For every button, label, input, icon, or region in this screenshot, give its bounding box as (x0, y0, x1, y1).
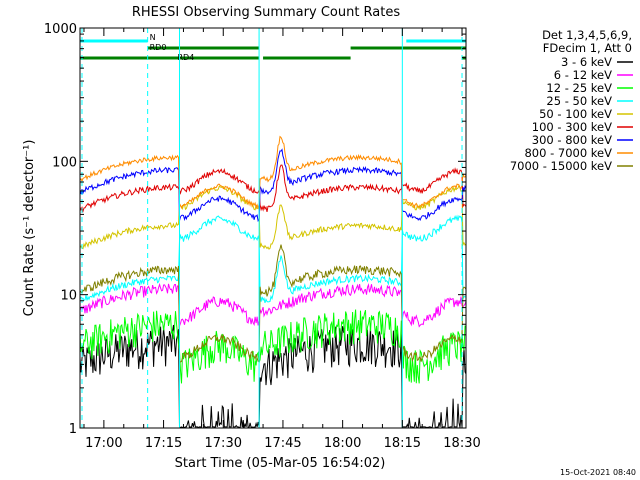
y-tick-label-1: 10 (60, 289, 77, 304)
x-axis-label: Start Time (05-Mar-05 16:54:02) (175, 456, 386, 471)
legend-label-3: 25 - 50 keV (546, 94, 612, 108)
legend-label-0: 3 - 6 keV (561, 55, 612, 69)
series-line-4 (79, 183, 467, 250)
flag-label-1: RD0 (150, 43, 167, 52)
x-tick-label-1: 17:15 (145, 436, 182, 451)
axis-layer: 1 10 100 1000 17:00 17:15 17:30 17:45 18:00 18:15… (44, 22, 481, 451)
legend-header-line-1: Det 1,3,4,5,6,9, (542, 28, 632, 42)
y-axis-label: Count Rate (s⁻¹ detector⁻¹) (22, 140, 37, 317)
legend-label-1: 6 - 12 keV (554, 68, 612, 82)
x-tick-label-0: 17:00 (85, 436, 122, 451)
legend-label-7: 800 - 7000 keV (524, 146, 612, 160)
legend: Det 1,3,4,5,6,9, FDecim 1, Att 0 3 - 6 k… (510, 28, 633, 173)
plot-frame (79, 27, 467, 429)
legend-label-2: 12 - 25 keV (546, 81, 612, 95)
legend-label-6: 300 - 800 keV (532, 133, 612, 147)
legend-label-8: 7000 - 15000 keV (510, 159, 612, 173)
series-line-7 (79, 135, 467, 210)
x-tick-label-2: 17:30 (205, 436, 242, 451)
x-tick-label-6: 18:30 (443, 436, 480, 451)
x-tick-label-5: 18:15 (384, 436, 421, 451)
flag-label-0: N (150, 33, 156, 42)
x-tick-label-4: 18:00 (324, 436, 361, 451)
timestamp: 15-Oct-2021 08:40 (560, 468, 636, 477)
y-tick-label-2: 100 (52, 155, 77, 170)
x-tick-label-3: 17:45 (264, 436, 301, 451)
series-line-1 (79, 282, 467, 328)
chart-title: RHESSI Observing Summary Count Rates (132, 5, 401, 20)
y-tick-label-0: 1 (69, 422, 77, 437)
legend-label-4: 50 - 100 keV (539, 107, 612, 121)
legend-header-line-2: FDecim 1, Att 0 (543, 41, 632, 55)
series-line-0 (79, 324, 467, 429)
series-line-8 (79, 244, 467, 363)
flag-label-2: RD4 (177, 53, 194, 62)
plot-layer (79, 135, 467, 429)
marker-layer (81, 28, 463, 428)
legend-label-5: 100 - 300 keV (532, 120, 612, 134)
y-tick-label-3: 1000 (44, 22, 77, 37)
series-line-3 (79, 214, 467, 304)
